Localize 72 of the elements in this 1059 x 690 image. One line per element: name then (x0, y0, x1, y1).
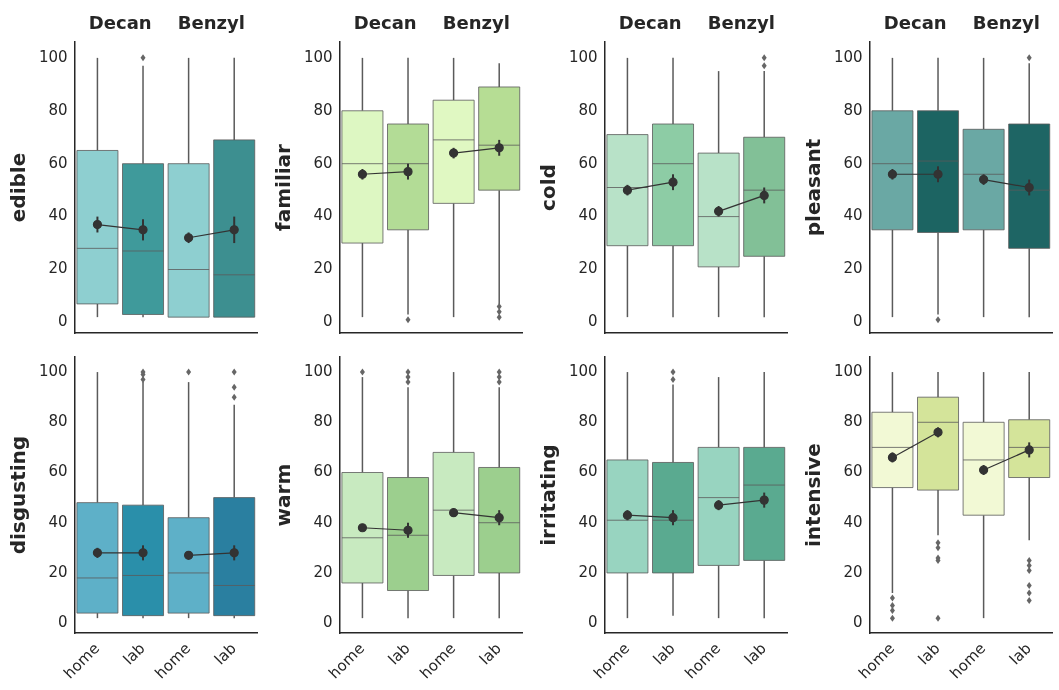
y-tick-label: 40 (48, 512, 68, 531)
y-tick-label: 80 (48, 412, 68, 431)
y-tick-label: 100 (38, 47, 68, 66)
y-tick-label: 0 (323, 613, 333, 632)
x-tick-label: lab (119, 639, 149, 669)
y-axis-title: intensive (801, 443, 826, 548)
y-tick-label: 80 (843, 100, 863, 119)
y-tick-label: 20 (48, 562, 68, 581)
y-tick-label: 100 (833, 47, 863, 66)
text: Decan (353, 11, 417, 33)
y-tick-label: 40 (843, 512, 863, 531)
y-tick-label: 100 (303, 47, 333, 66)
y-tick-label: 20 (313, 562, 333, 581)
y-tick-label: 40 (843, 206, 863, 225)
y-tick-label: 80 (843, 412, 863, 431)
y-tick-label: 20 (48, 259, 68, 278)
y-tick-label: 100 (568, 47, 598, 66)
y-axis-title: pleasant (801, 138, 826, 237)
y-tick-label: 60 (578, 153, 598, 172)
y-tick-label: 100 (38, 361, 68, 380)
y-tick-label: 20 (578, 259, 598, 278)
y-tick-label: 40 (48, 206, 68, 225)
x-tick-label: lab (475, 639, 505, 669)
x-tick-label: lab (384, 639, 414, 669)
y-tick-label: 100 (833, 361, 863, 380)
text: Benzyl (972, 11, 1040, 33)
x-tick-label: lab (914, 639, 944, 669)
y-tick-label: 20 (843, 259, 863, 278)
y-tick-label: 80 (578, 100, 598, 119)
y-tick-label: 80 (313, 412, 333, 431)
y-tick-label: 40 (578, 512, 598, 531)
y-axis-title: irritating (536, 444, 561, 546)
y-tick-label: 80 (313, 100, 333, 119)
y-tick-label: 0 (853, 613, 863, 632)
y-tick-label: 0 (323, 312, 333, 331)
text: Decan (88, 11, 152, 33)
y-tick-label: 40 (578, 206, 598, 225)
x-tick-label: lab (210, 639, 240, 669)
x-tick-label: lab (1005, 639, 1035, 669)
y-tick-label: 0 (58, 312, 68, 331)
y-tick-label: 80 (48, 100, 68, 119)
y-tick-label: 20 (578, 562, 598, 581)
y-axis-title: cold (536, 164, 561, 211)
y-tick-label: 100 (303, 361, 333, 380)
y-tick-label: 80 (578, 412, 598, 431)
y-tick-label: 0 (58, 613, 68, 632)
text: Benzyl (177, 11, 245, 33)
text: Decan (883, 11, 947, 33)
y-axis-title: warm (271, 463, 296, 527)
x-tick-label: lab (649, 639, 679, 669)
y-tick-label: 20 (313, 259, 333, 278)
y-axis-title: familiar (271, 143, 296, 231)
y-axis-title: disgusting (6, 435, 31, 555)
y-tick-label: 60 (313, 153, 333, 172)
y-tick-label: 0 (588, 613, 598, 632)
text: Decan (618, 11, 682, 33)
text: Benzyl (707, 11, 775, 33)
y-axis-title: edible (6, 152, 31, 223)
y-tick-label: 60 (578, 462, 598, 481)
y-tick-label: 60 (843, 462, 863, 481)
y-tick-label: 20 (843, 562, 863, 581)
y-tick-label: 60 (48, 462, 68, 481)
text: Benzyl (442, 11, 510, 33)
x-tick-label: lab (740, 639, 770, 669)
y-tick-label: 40 (313, 512, 333, 531)
y-tick-label: 0 (853, 312, 863, 331)
y-tick-label: 60 (48, 153, 68, 172)
y-tick-label: 60 (843, 153, 863, 172)
y-tick-label: 0 (588, 312, 598, 331)
y-tick-label: 40 (313, 206, 333, 225)
y-tick-label: 100 (568, 361, 598, 380)
y-tick-label: 60 (313, 462, 333, 481)
